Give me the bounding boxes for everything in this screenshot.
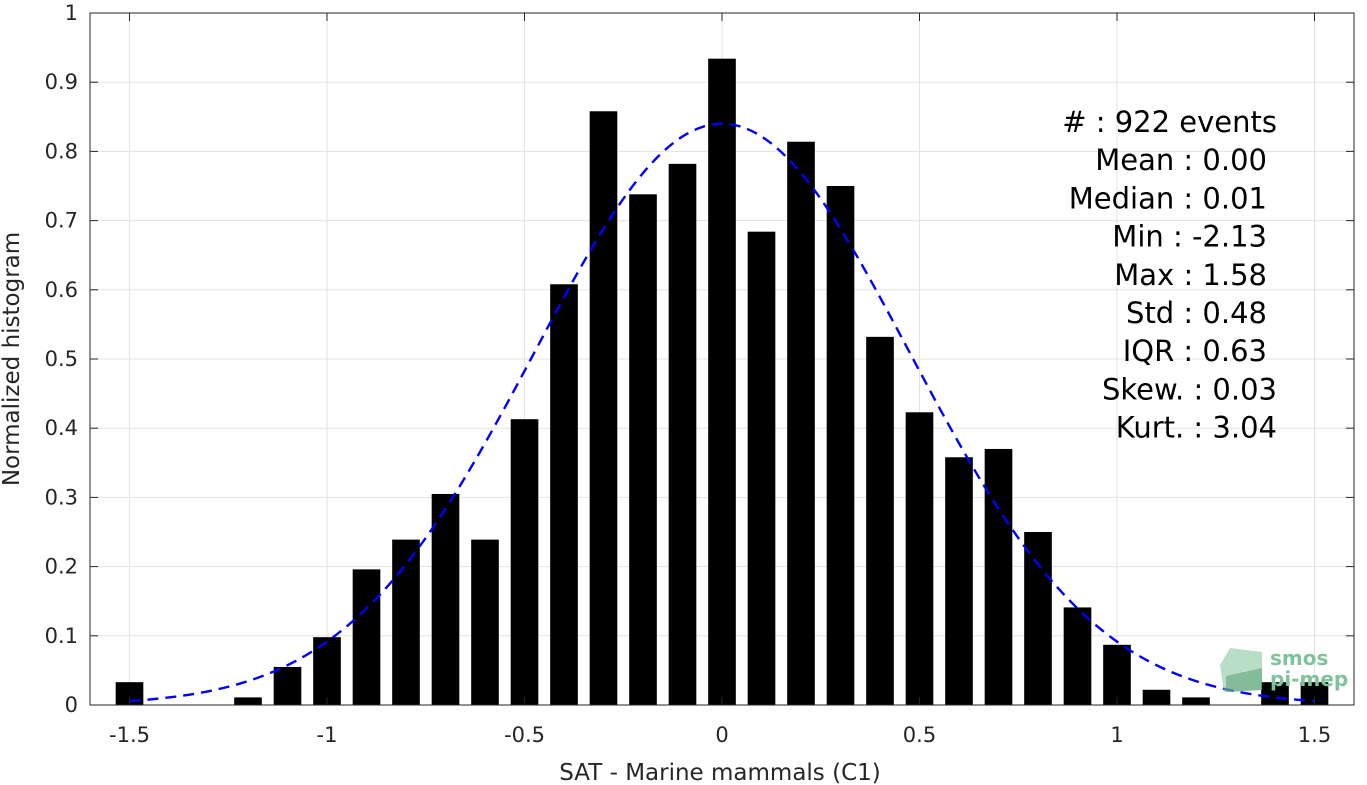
x-tick-label: -1: [317, 723, 338, 747]
x-tick-label: -1.5: [109, 723, 150, 747]
stat-line: Median : 0.01: [1069, 181, 1267, 215]
stat-line: Kurt. : 3.04: [1116, 411, 1277, 445]
histogram-bar: [1063, 607, 1092, 705]
y-tick-label: 0: [65, 693, 78, 717]
stat-line: Std : 0.48: [1126, 296, 1267, 330]
histogram-bar: [629, 194, 657, 705]
y-tick-label: 0.7: [45, 209, 78, 233]
stat-line: Skew. : 0.03: [1102, 372, 1277, 406]
x-axis-ticks: -1.5 -1 -0.5 0 0.5 1 1.5: [109, 13, 1331, 747]
histogram-bar: [1103, 644, 1131, 705]
histogram-bar: [352, 569, 381, 705]
stat-line: Mean : 0.00: [1095, 143, 1267, 177]
stat-line: Min : -2.13: [1112, 220, 1267, 254]
gaussian-fit-curve: [129, 122, 1315, 703]
histogram-bar: [589, 111, 618, 706]
histogram-bar: [115, 682, 144, 705]
histogram-bar: [234, 697, 262, 705]
histogram-bar: [1300, 682, 1329, 705]
y-tick-label: 0.2: [45, 555, 78, 579]
histogram-bar: [510, 419, 539, 705]
y-tick-label: 0.8: [45, 139, 78, 163]
logo-wave-icon-shade: [1226, 668, 1262, 692]
logo-text-bottom: pi-mep: [1270, 667, 1348, 691]
y-tick-label: 0.3: [45, 485, 78, 509]
x-tick-label: -0.5: [504, 723, 545, 747]
x-tick-label: 1: [1110, 723, 1123, 747]
histogram-bar: [1182, 697, 1210, 705]
histogram-bar: [431, 493, 460, 705]
stat-line: IQR : 0.63: [1123, 334, 1267, 368]
stat-line: Max : 1.58: [1114, 258, 1267, 292]
histogram-bar: [945, 457, 973, 705]
logo-text-top: smos: [1270, 646, 1328, 670]
histogram-bar: [708, 58, 736, 706]
x-tick-label: 0.5: [903, 723, 936, 747]
x-tick-label: 1.5: [1298, 723, 1331, 747]
y-tick-label: 1: [65, 1, 78, 25]
histogram-bar: [273, 666, 302, 705]
histogram-bar: [984, 448, 1013, 705]
y-tick-label: 0.1: [45, 624, 78, 648]
y-axis-label: Normalized histogram: [0, 232, 25, 486]
histogram-bar: [787, 141, 815, 705]
smos-pi-mep-logo: smos pi-mep: [1220, 646, 1348, 692]
histogram-bars: [115, 58, 1329, 706]
statistics-box: # : 922 events Mean : 0.00 Median : 0.01 Mi…: [1062, 105, 1277, 445]
y-tick-label: 0.6: [45, 278, 78, 302]
y-tick-label: 0.5: [45, 347, 78, 371]
histogram-bar: [550, 284, 578, 705]
histogram-bar: [392, 539, 420, 705]
x-tick-label: 0: [715, 723, 728, 747]
histogram-bar: [866, 336, 894, 705]
histogram-bar: [826, 186, 855, 705]
y-tick-label: 0.4: [45, 416, 78, 440]
x-axis-label: SAT - Marine mammals (C1): [559, 760, 881, 785]
histogram-bar: [1142, 689, 1171, 705]
stat-line: # : 922 events: [1062, 105, 1277, 139]
y-axis-ticks: 0 0.1 0.2 0.3 0.4 0.5 0.6 0.7 0.8 0.9 1: [45, 1, 1354, 717]
y-tick-label: 0.9: [45, 70, 78, 94]
histogram-bar: [905, 412, 934, 705]
histogram-bar: [747, 231, 776, 705]
histogram-bar: [1024, 532, 1052, 705]
histogram-bar: [471, 539, 499, 705]
histogram-bar: [313, 637, 341, 705]
histogram-bar: [668, 163, 697, 705]
